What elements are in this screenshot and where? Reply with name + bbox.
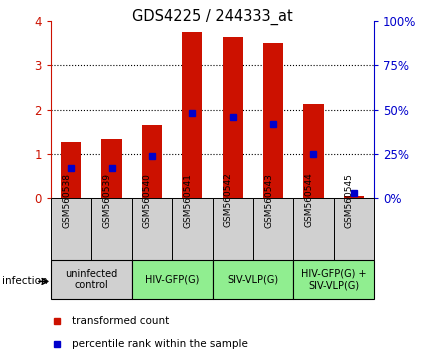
Bar: [212, 198, 253, 260]
Bar: [223, 37, 243, 198]
Text: transformed count: transformed count: [71, 316, 169, 326]
Text: GSM560544: GSM560544: [304, 173, 313, 228]
Text: GSM560538: GSM560538: [62, 173, 71, 228]
Text: uninfected
control: uninfected control: [65, 269, 117, 291]
Text: GSM560539: GSM560539: [102, 173, 111, 228]
Bar: [132, 198, 172, 260]
Text: GSM560543: GSM560543: [264, 173, 273, 228]
Bar: [303, 104, 323, 198]
Bar: [263, 44, 283, 198]
Bar: [172, 198, 212, 260]
Bar: [212, 260, 293, 299]
Text: GSM560545: GSM560545: [345, 173, 354, 228]
Bar: [102, 139, 122, 198]
Bar: [334, 198, 374, 260]
Text: HIV-GFP(G): HIV-GFP(G): [145, 275, 199, 285]
Text: GSM560541: GSM560541: [183, 173, 192, 228]
Bar: [51, 198, 91, 260]
Text: infection: infection: [2, 276, 48, 286]
Bar: [51, 260, 132, 299]
Bar: [61, 142, 81, 198]
Bar: [344, 196, 364, 198]
Bar: [132, 260, 212, 299]
Text: GDS4225 / 244333_at: GDS4225 / 244333_at: [132, 9, 293, 25]
Bar: [91, 198, 132, 260]
Text: GSM560542: GSM560542: [224, 173, 233, 228]
Bar: [293, 198, 334, 260]
Text: SIV-VLP(G): SIV-VLP(G): [227, 275, 278, 285]
Text: HIV-GFP(G) +
SIV-VLP(G): HIV-GFP(G) + SIV-VLP(G): [301, 269, 366, 291]
Bar: [253, 198, 293, 260]
Text: percentile rank within the sample: percentile rank within the sample: [71, 339, 247, 349]
Bar: [142, 125, 162, 198]
Bar: [182, 32, 202, 198]
Text: GSM560540: GSM560540: [143, 173, 152, 228]
Bar: [293, 260, 374, 299]
